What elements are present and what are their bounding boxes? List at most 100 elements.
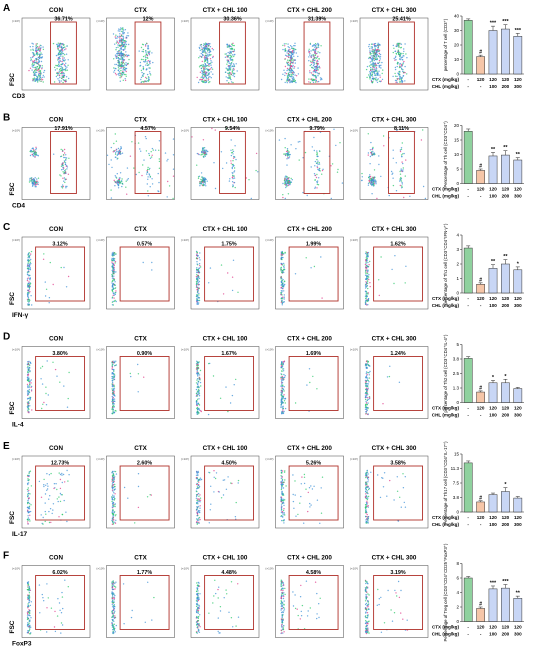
event-dot [396, 61, 399, 64]
event-dot [127, 35, 130, 37]
event-dot [30, 177, 32, 179]
event-dot [400, 65, 403, 67]
event-dot [227, 59, 229, 61]
event-dot [232, 149, 234, 151]
event-dot [198, 257, 201, 259]
event-dot [202, 139, 205, 141]
event-dot [26, 474, 29, 477]
event-dot [196, 515, 198, 517]
event-dot [228, 52, 231, 55]
event-dot [366, 284, 368, 287]
event-dot [141, 71, 143, 74]
event-dot [365, 297, 367, 300]
event-dot [283, 512, 285, 514]
event-dot [115, 49, 117, 51]
event-dot [282, 481, 284, 484]
event-dot [364, 274, 367, 276]
event-dot [365, 366, 368, 369]
event-dot [48, 510, 50, 513]
event-dot [27, 282, 29, 284]
event-dot [314, 186, 317, 188]
event-dot [291, 46, 293, 48]
event-dot [401, 56, 404, 58]
event-dot [58, 81, 61, 83]
event-dot [204, 52, 207, 54]
event-dot [49, 261, 51, 264]
event-dot [147, 48, 150, 50]
event-dot [209, 46, 212, 48]
event-dot [287, 193, 290, 195]
event-dot [292, 71, 295, 73]
event-dot [318, 168, 320, 170]
event-dot [56, 74, 59, 76]
event-dot [49, 508, 52, 510]
event-dot [27, 275, 30, 277]
event-dot [201, 51, 204, 53]
event-dot [27, 371, 29, 373]
event-dot [114, 54, 117, 56]
event-dot [310, 78, 312, 80]
event-dot [307, 510, 309, 513]
event-dot [286, 69, 288, 72]
event-dot [283, 294, 285, 296]
event-dot [112, 380, 114, 382]
event-dot [366, 373, 368, 376]
event-dot [114, 36, 117, 38]
event-dot [196, 297, 198, 300]
event-dot [368, 75, 371, 78]
event-dot [198, 299, 201, 302]
event-dot [245, 177, 247, 179]
event-dot [281, 406, 284, 408]
event-dot [210, 60, 212, 62]
event-dot [30, 485, 33, 487]
event-dot [56, 45, 59, 48]
event-dot [28, 388, 30, 391]
event-dot [198, 280, 201, 283]
event-dot [314, 43, 317, 45]
event-dot [376, 64, 378, 67]
event-dot [369, 61, 371, 63]
flow-plot: CTX + CHL 300(×10³) 25.41% [350, 7, 429, 91]
plot-frame [21, 236, 91, 310]
event-dot [66, 168, 68, 170]
event-dot [284, 398, 287, 400]
event-dot [367, 385, 369, 387]
event-dot [111, 273, 113, 276]
event-dot [197, 81, 200, 84]
event-dot [65, 171, 67, 173]
event-dot [113, 386, 116, 388]
event-dot [399, 55, 401, 57]
event-dot [288, 151, 290, 153]
event-dot [367, 393, 369, 395]
axis-exponent: (×10³) [12, 129, 20, 133]
event-dot [145, 56, 147, 59]
event-dot [204, 64, 207, 66]
event-dot [112, 288, 114, 290]
event-dot [119, 54, 121, 56]
event-dot [44, 295, 47, 297]
event-dot [206, 50, 209, 52]
event-dot [203, 70, 205, 72]
event-dot [204, 75, 206, 77]
event-dot [118, 50, 120, 52]
event-dot [27, 289, 29, 292]
event-dot [227, 410, 229, 413]
event-dot [393, 57, 395, 60]
panel-letter: E [3, 441, 10, 452]
event-dot [119, 48, 122, 50]
event-dot [43, 401, 45, 404]
event-dot [308, 56, 310, 58]
event-dot [281, 370, 283, 372]
event-dot [30, 59, 32, 62]
event-dot [282, 282, 284, 284]
event-dot [202, 153, 204, 155]
event-dot [33, 59, 36, 62]
table-cell: 200 [502, 303, 510, 308]
event-dot [145, 50, 147, 52]
event-dot [59, 65, 61, 68]
event-dot [30, 250, 33, 253]
event-dot [38, 68, 40, 71]
event-dot [57, 42, 59, 44]
event-dot [202, 49, 204, 51]
event-dot [308, 81, 310, 83]
